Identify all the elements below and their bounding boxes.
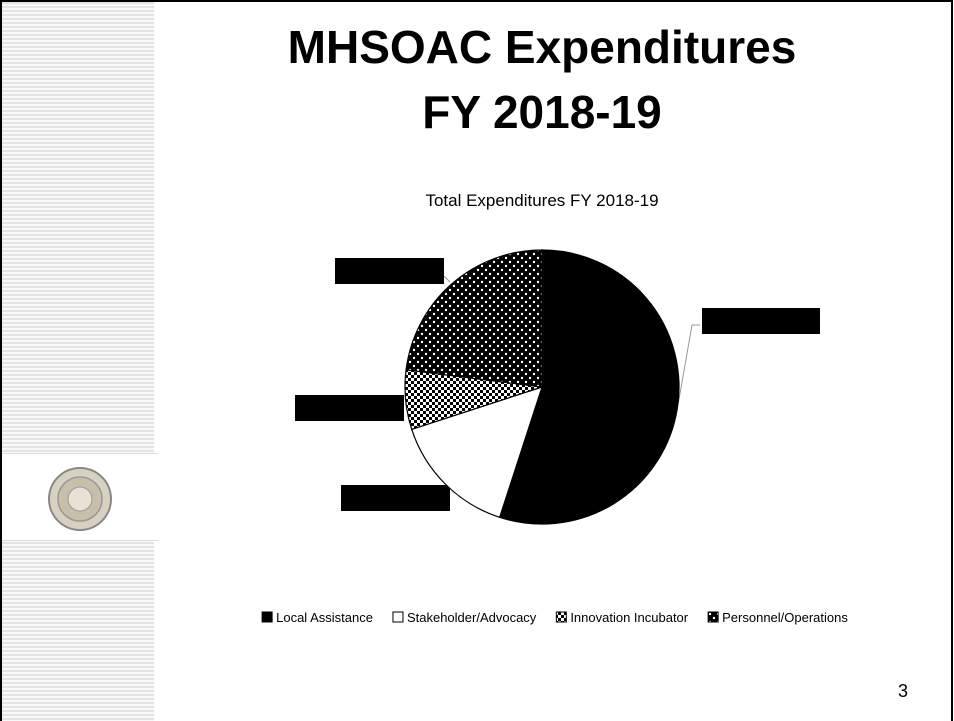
page-number: 3 — [898, 681, 908, 701]
legend-swatch — [707, 611, 719, 623]
pie-slice — [405, 249, 543, 388]
pie-slice — [498, 249, 680, 525]
seal — [48, 467, 112, 531]
redacted-labels — [295, 258, 820, 511]
side-strip — [2, 2, 154, 721]
legend-label: Stakeholder/Advocacy — [407, 610, 537, 625]
pie-slice — [410, 386, 543, 519]
legend-swatch — [261, 611, 273, 623]
legend-swatch — [392, 611, 404, 623]
legend-label: Innovation Incubator — [570, 610, 688, 625]
slide-title: MHSOAC Expenditures — [288, 21, 797, 73]
legend-label: Personnel/Operations — [722, 610, 848, 625]
legend-label: Local Assistance — [276, 610, 373, 625]
chart-title: Total Expenditures FY 2018-19 — [425, 191, 658, 210]
slide-title: FY 2018-19 — [422, 86, 662, 138]
legend-swatch — [555, 611, 567, 623]
